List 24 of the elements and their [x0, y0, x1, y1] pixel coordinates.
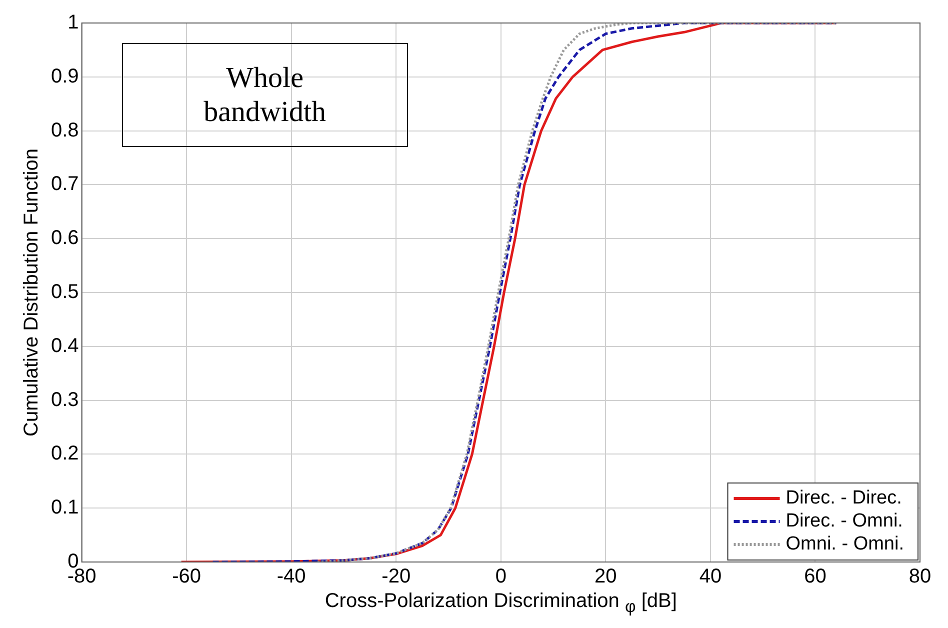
annotation: Whole bandwidth	[202, 61, 328, 129]
y-tick-label: 0.4	[50, 334, 79, 357]
y-tick-label: 0.8	[50, 119, 79, 142]
y-tick-label: 0.5	[50, 281, 79, 304]
legend-label: Direc. - Direc.	[786, 488, 902, 509]
y-tick-label: 1	[68, 12, 79, 34]
x-tick-label: -40	[276, 566, 306, 588]
y-tick-label: 0.3	[50, 388, 79, 411]
x-tick-label: -60	[172, 566, 202, 588]
x-tick-label: 20	[594, 566, 617, 588]
y-tick-label: 0.2	[50, 442, 79, 465]
y-tick-label: 0.6	[50, 227, 79, 250]
legend-label: Direc. - Omni.	[786, 510, 903, 532]
y-tick-label: 0.1	[50, 496, 79, 519]
x-tick-label: 60	[804, 566, 826, 588]
x-axis-title: Cross-Polarization Discrimination $_{φ}$ [dB]	[324, 590, 678, 617]
x-tick-label: 80	[908, 566, 932, 588]
x-tick-label: -20	[382, 566, 411, 588]
x-tick-label: 0	[495, 566, 506, 588]
legend-label: Omni. - Omni.	[786, 534, 904, 555]
y-tick-label: 0.7	[50, 173, 79, 196]
x-tick-label: 40	[699, 566, 722, 588]
y-axis-title: Cumulative Distribution Function	[20, 148, 43, 436]
y-tick-label: 0.9	[50, 65, 79, 88]
